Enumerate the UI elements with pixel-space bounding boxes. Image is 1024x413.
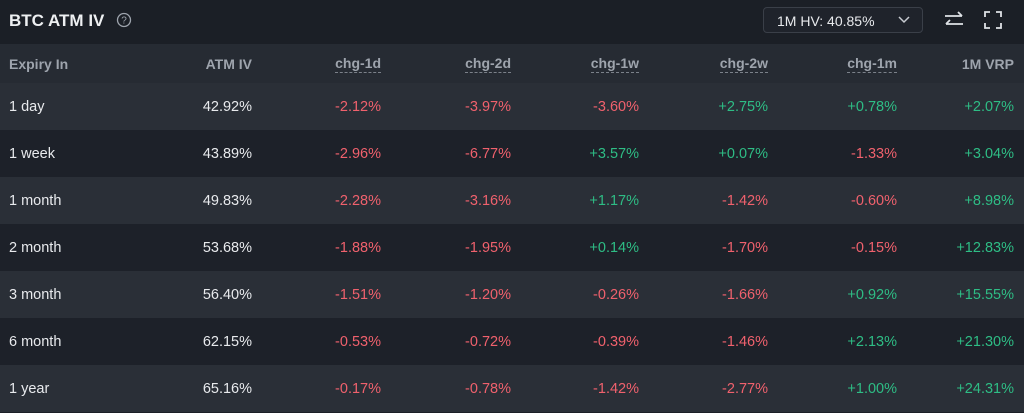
column-header-text: chg-1w [590,54,639,73]
table-cell: -1.95% [465,239,511,256]
table-cell: -0.39% [593,333,639,350]
column-header-text: 1M VRP [961,55,1014,72]
widget-title: BTC ATM IV [9,11,105,30]
column-header-text: ATM IV [205,55,252,72]
table-cell: 42.92% [202,98,252,115]
table-cell: -1.42% [593,380,639,397]
table-cell: 62.15% [202,333,252,350]
table-cell: -1.51% [335,286,381,303]
table-cell: -2.77% [722,380,768,397]
column-header-text: chg-1m [847,54,897,73]
column-header[interactable]: chg-2d [465,44,511,83]
table-cell: 49.83% [202,192,252,209]
table-cell: 65.16% [202,380,252,397]
table-cell: +24.31% [956,380,1014,397]
column-header: Expiry In [9,44,68,83]
help-icon[interactable]: ? [116,12,132,28]
table-cell: -0.60% [851,192,897,209]
table-cell: -1.66% [722,286,768,303]
column-header[interactable]: 1M VRP [962,44,1014,83]
header-row: Expiry In ATM IV chg-1d chg-2d chg-1w chg-2w c… [0,44,1024,83]
column-header[interactable]: chg-1w [590,44,639,83]
column-header[interactable]: chg-1d [335,44,381,83]
column-header[interactable]: chg-1m [847,44,897,83]
table-cell: +15.55% [956,286,1014,303]
table-row: 6 month 62.15% -0.53% -0.72% -0.39% -1.46% +2.… [0,318,1024,365]
table-cell: -1.33% [851,145,897,162]
table-cell: -3.60% [593,98,639,115]
table-cell: +12.83% [956,239,1014,256]
table-cell: +8.98% [964,192,1014,209]
table-cell: 3 month [9,286,62,303]
table-cell: -1.46% [722,333,768,350]
table-cell: -3.97% [465,98,511,115]
hv-label: 1M HV: 40.85% [777,13,875,29]
table-cell: +1.00% [847,380,897,397]
table-cell: +0.14% [589,239,639,256]
table-cell: -2.12% [335,98,381,115]
column-header-text: chg-2d [465,54,511,73]
table-cell: +3.04% [964,145,1014,162]
table-row: 1 day 42.92% -2.12% -3.97% -3.60% +2.75% +0.78… [0,83,1024,130]
table-cell: -0.26% [593,286,639,303]
table-cell: 53.68% [202,239,252,256]
table-row: 2 month 53.68% -1.88% -1.95% +0.14% -1.70% -0.… [0,224,1024,271]
table-cell: -0.78% [465,380,511,397]
hv-dropdown[interactable]: 1M HV: 40.85% [763,7,923,33]
column-header-text: chg-2w [719,54,768,73]
table-cell: +21.30% [956,333,1014,350]
table-cell: -2.96% [335,145,381,162]
table-cell: 2 month [9,239,62,256]
top-bar: BTC ATM IV ? 1M HV: 40.85% [0,0,1024,44]
table-cell: -1.70% [722,239,768,256]
table-cell: -6.77% [465,145,511,162]
column-header-text: chg-1d [335,54,381,73]
table-cell: -1.42% [722,192,768,209]
table-cell: +1.17% [589,192,639,209]
table-cell: +2.07% [964,98,1014,115]
iv-table: Expiry In ATM IV chg-1d chg-2d chg-1w chg-2w c… [0,44,1024,412]
table-cell: +0.92% [847,286,897,303]
swap-icon[interactable] [943,10,965,30]
table-cell: 56.40% [202,286,252,303]
svg-text:?: ? [121,16,127,27]
table-cell: +0.78% [847,98,897,115]
table-cell: +3.57% [589,145,639,162]
fullscreen-icon[interactable] [983,10,1003,30]
table-cell: -0.15% [851,239,897,256]
table-cell: +2.13% [847,333,897,350]
table-cell: -0.72% [465,333,511,350]
table-cell: 1 week [9,145,55,162]
table-row: 3 month 56.40% -1.51% -1.20% -0.26% -1.66% +0.… [0,271,1024,318]
table-cell: -3.16% [465,192,511,209]
table-row: 1 month 49.83% -2.28% -3.16% +1.17% -1.42% -0.… [0,177,1024,224]
table-cell: -1.20% [465,286,511,303]
table-row: 1 year 65.16% -0.17% -0.78% -1.42% -2.77% +1.0… [0,365,1024,412]
column-header[interactable]: chg-2w [719,44,768,83]
table-cell: -0.17% [335,380,381,397]
table-row: 1 week 43.89% -2.96% -6.77% +3.57% +0.07% -1.3… [0,130,1024,177]
table-cell: 1 year [9,380,50,397]
table-cell: 1 day [9,98,45,115]
table-cell: +2.75% [718,98,768,115]
column-header-text: Expiry In [9,55,69,72]
chevron [898,16,910,24]
table-cell: +0.07% [718,145,768,162]
table-cell: -1.88% [335,239,381,256]
table-cell: 43.89% [202,145,252,162]
table-cell: 1 month [9,192,62,209]
table-cell: -2.28% [335,192,381,209]
column-header[interactable]: ATM IV [206,44,252,83]
table-cell: 6 month [9,333,62,350]
table-cell: -0.53% [335,333,381,350]
